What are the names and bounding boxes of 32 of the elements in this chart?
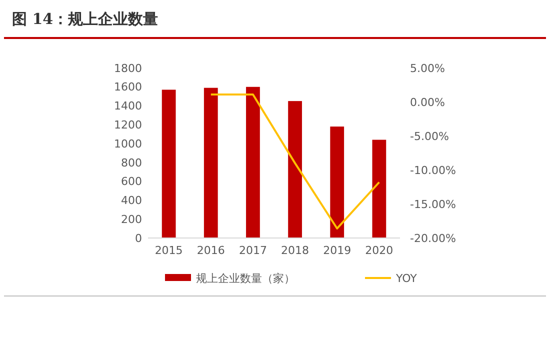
bar (162, 90, 176, 238)
y2-tick-label: -15.00% (410, 198, 456, 211)
y2-tick-label: 0.00% (410, 96, 445, 109)
line-series (210, 94, 380, 230)
bar (288, 101, 302, 238)
x-tick-label: 2020 (365, 244, 394, 257)
bar (372, 140, 386, 238)
y-tick-label: 0 (135, 232, 142, 245)
y-tick-label: 200 (121, 212, 142, 226)
chart-title: 图 14：规上企业数量 (12, 10, 158, 28)
y2-tick-label: 5.00% (410, 62, 445, 75)
y2-tick-label: -5.00% (410, 130, 449, 143)
y-tick-label: 1400 (114, 100, 142, 113)
y-tick-label: 800 (121, 156, 142, 170)
bar (204, 88, 218, 238)
x-tick-label: 2016 (196, 244, 225, 257)
y2-tick-label: -20.00% (410, 232, 456, 245)
y-tick-label: 400 (121, 194, 142, 208)
y-tick-label: 1800 (114, 62, 142, 75)
legend-label: 规上企业数量（家） (196, 272, 295, 285)
bar (246, 86, 260, 238)
x-tick-label: 2018 (281, 244, 310, 257)
legend-label: YOY (395, 272, 418, 285)
y2-tick-label: -10.00% (410, 164, 456, 177)
bar (330, 126, 344, 238)
y-tick-label: 1000 (114, 137, 142, 150)
x-tick-label: 2017 (238, 244, 267, 257)
x-tick-label: 2019 (323, 244, 352, 257)
y-tick-label: 1200 (114, 118, 142, 132)
y-tick-label: 1600 (114, 80, 142, 94)
y-tick-label: 600 (121, 175, 142, 188)
x-tick-label: 2015 (154, 244, 183, 257)
